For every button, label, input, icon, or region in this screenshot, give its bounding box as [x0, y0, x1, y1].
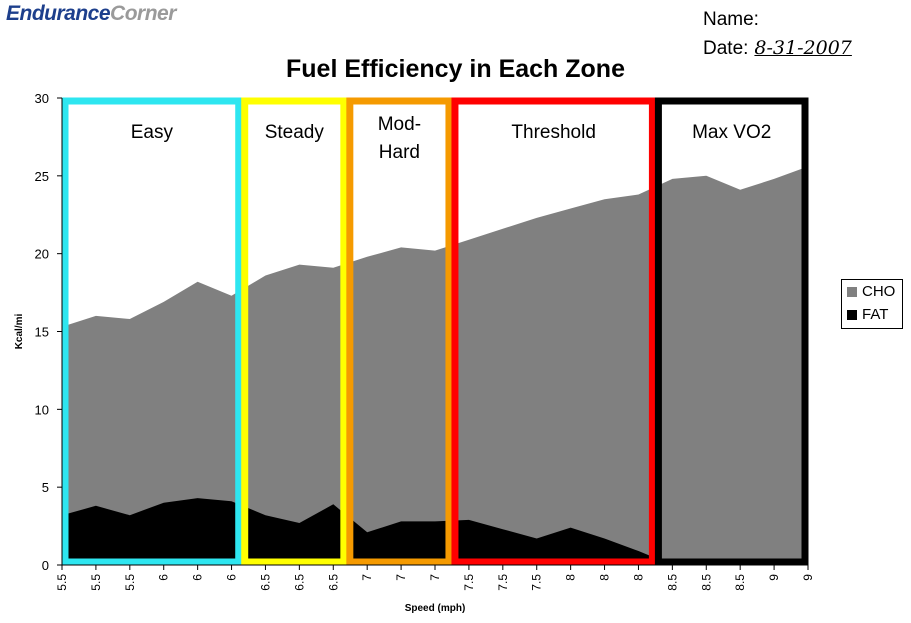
x-tick-label-12: 7.5 [462, 574, 476, 591]
y-tick-label-0: 0 [42, 558, 49, 573]
legend-label-fat: FAT [862, 306, 889, 323]
zone-label-0: Easy [131, 122, 174, 143]
x-tick-label-16: 8 [598, 574, 612, 581]
x-tick-label-21: 9 [767, 574, 781, 581]
legend-item-fat: FAT [847, 306, 888, 323]
zone-box-4 [654, 97, 809, 566]
logo-part-1: Endurance [6, 2, 111, 25]
x-tick-label-15: 8 [564, 574, 578, 581]
zone-box-3 [451, 97, 656, 566]
x-tick-label-10: 7 [394, 574, 408, 581]
legend-swatch-fat [847, 309, 857, 320]
zone-label-4: Max VO2 [692, 122, 771, 143]
zone-box-1 [241, 97, 348, 566]
x-tick-label-17: 8 [631, 574, 645, 581]
x-tick-label-11: 7 [428, 574, 442, 581]
area-series-fat [62, 498, 808, 565]
zone-box-0 [61, 97, 243, 566]
x-tick-label-1: 5.5 [89, 574, 103, 591]
x-tick-label-20: 8.5 [733, 574, 747, 591]
y-tick-label-6: 30 [35, 91, 49, 106]
x-tick-label-0: 5.5 [55, 574, 69, 591]
name-label: Name: [703, 9, 759, 30]
x-tick-label-2: 5.5 [123, 574, 137, 591]
legend-item-cho: CHO [847, 283, 895, 300]
x-tick-label-22: 9 [801, 574, 815, 581]
chart-title: Fuel Efficiency in Each Zone [286, 55, 625, 83]
x-tick-label-4: 6 [191, 574, 205, 581]
x-tick-label-19: 8.5 [699, 574, 713, 591]
x-tick-label-9: 7 [360, 574, 374, 581]
y-axis-title: Kcal/mi [14, 313, 25, 349]
y-tick-label-2: 10 [35, 402, 49, 417]
date-line: Date: 8-31-2007 [703, 37, 852, 60]
zone-box-2 [346, 97, 453, 566]
date-label: Date: [703, 38, 749, 59]
legend-swatch-cho [847, 286, 857, 297]
x-tick-label-14: 7.5 [530, 574, 544, 591]
x-tick-label-13: 7.5 [496, 574, 510, 591]
x-tick-label-7: 6.5 [292, 574, 306, 591]
x-tick-label-18: 8.5 [665, 574, 679, 591]
legend-label-cho: CHO [862, 283, 896, 300]
date-value: 8-31-2007 [754, 37, 852, 59]
x-tick-label-8: 6.5 [326, 574, 340, 591]
x-tick-label-3: 6 [157, 574, 171, 581]
zone-label-1: Steady [265, 122, 325, 143]
chart-legend: CHO FAT [841, 279, 903, 329]
zone-label-3: Threshold [511, 122, 596, 143]
logo-part-2: Corner [110, 2, 176, 25]
zone-label-2: Mod-Hard [378, 114, 421, 163]
y-tick-label-4: 20 [35, 247, 49, 262]
y-tick-label-1: 5 [42, 480, 49, 495]
endurance-corner-logo: EnduranceCorner [6, 2, 176, 26]
area-series-cho [62, 166, 808, 565]
y-tick-label-5: 25 [35, 169, 49, 184]
y-tick-label-3: 15 [35, 325, 49, 340]
x-tick-label-6: 6.5 [258, 574, 272, 591]
x-axis-title: Speed (mph) [405, 603, 466, 614]
x-tick-label-5: 6 [225, 574, 239, 581]
